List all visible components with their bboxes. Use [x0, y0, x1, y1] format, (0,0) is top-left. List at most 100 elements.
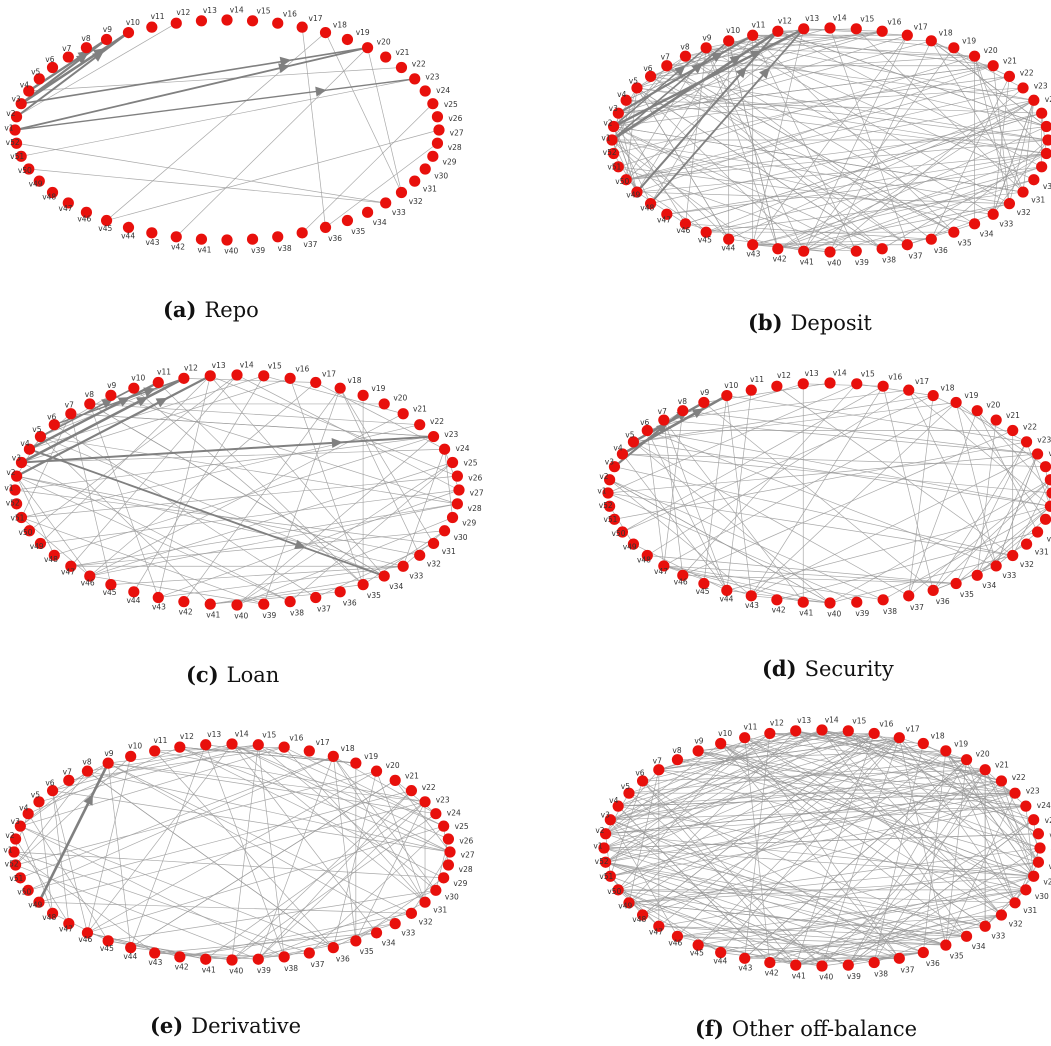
- edge: [821, 729, 1002, 916]
- node-v21: [380, 51, 392, 63]
- node-label-v38: v38: [874, 970, 888, 979]
- caption-b: (b) Deposit: [748, 310, 872, 335]
- node-v28: [1040, 147, 1051, 160]
- node-v18: [319, 26, 332, 39]
- node-label-v39: v39: [262, 611, 276, 620]
- node-label-v31: v31: [1031, 195, 1045, 204]
- edge: [705, 47, 994, 215]
- node-label-v11: v11: [157, 368, 171, 377]
- node-v5: [33, 73, 45, 85]
- node-label-v39: v39: [847, 972, 861, 981]
- node-v31: [1009, 897, 1021, 909]
- node-v28: [431, 137, 444, 149]
- node-label-v36: v36: [343, 599, 357, 608]
- node-label-v28: v28: [1049, 862, 1051, 871]
- edge: [16, 475, 91, 577]
- node-label-v35: v35: [950, 951, 964, 960]
- node-v52: [604, 500, 616, 512]
- edge-heavy: [37, 762, 110, 903]
- node-v9: [100, 33, 113, 46]
- node-label-v41: v41: [202, 965, 216, 974]
- edge: [605, 861, 967, 937]
- node-v32: [405, 907, 418, 919]
- node-v29: [438, 872, 450, 884]
- node-label-v3: v3: [601, 811, 610, 820]
- node-v46: [671, 930, 684, 942]
- node-v25: [438, 820, 450, 832]
- node-v48: [636, 909, 649, 921]
- node-v8: [81, 765, 94, 777]
- node-v24: [1028, 94, 1040, 106]
- node-v24: [1031, 448, 1044, 460]
- node-v16: [284, 372, 296, 384]
- edge: [642, 730, 849, 782]
- edge: [908, 389, 1051, 507]
- edge: [158, 489, 460, 598]
- node-v13: [200, 739, 212, 751]
- node-v40: [816, 960, 828, 972]
- node-v11: [745, 384, 757, 396]
- node-label-v32: v32: [1017, 208, 1031, 217]
- node-v17: [903, 384, 915, 396]
- edge: [89, 382, 316, 577]
- node-label-v52: v52: [6, 498, 20, 507]
- node-label-v19: v19: [356, 28, 370, 37]
- node-v39: [851, 596, 863, 608]
- node-v12: [764, 727, 776, 740]
- edge: [636, 87, 1049, 141]
- node-label-v43: v43: [746, 250, 760, 259]
- caption-a: (a) Repo: [163, 297, 259, 322]
- edge: [258, 744, 437, 891]
- node-label-v11: v11: [153, 736, 167, 745]
- node-v4: [23, 443, 36, 455]
- edge: [110, 395, 458, 505]
- edge: [332, 756, 357, 941]
- node-v49: [627, 538, 640, 550]
- edge: [605, 730, 849, 863]
- edge: [650, 55, 975, 77]
- node-v12: [174, 741, 186, 753]
- edge: [984, 769, 1039, 863]
- edge: [663, 419, 1038, 455]
- node-label-v26: v26: [459, 836, 473, 845]
- node-label-v1: v1: [593, 841, 602, 850]
- node-label-v44: v44: [123, 952, 137, 961]
- node-v48: [46, 907, 59, 919]
- node-label-v29: v29: [443, 158, 457, 167]
- node-label-v7: v7: [65, 401, 74, 410]
- node-v35: [350, 935, 362, 947]
- edge: [922, 750, 947, 953]
- node-label-v27: v27: [470, 489, 484, 498]
- node-v1: [606, 134, 618, 146]
- node-label-v16: v16: [879, 720, 893, 729]
- edge: [995, 453, 1038, 567]
- edge: [87, 756, 132, 933]
- node-v40: [824, 597, 836, 609]
- edge-arrowhead: [691, 62, 704, 74]
- node-label-v2: v2: [6, 468, 15, 477]
- node-v9: [692, 745, 704, 757]
- node-v20: [971, 405, 983, 417]
- node-label-v8: v8: [680, 42, 689, 51]
- node-label-v37: v37: [311, 960, 325, 969]
- edge: [626, 76, 1010, 181]
- edge: [607, 492, 1013, 556]
- edge: [107, 762, 396, 924]
- node-v31: [419, 896, 431, 908]
- edge: [289, 462, 453, 602]
- edge: [611, 28, 804, 141]
- node-v12: [772, 25, 784, 37]
- edge: [54, 424, 316, 598]
- edge: [628, 875, 1034, 904]
- node-label-v21: v21: [405, 771, 419, 780]
- edge: [236, 374, 460, 491]
- node-v16: [272, 17, 284, 29]
- edge: [677, 750, 946, 761]
- node-label-v16: v16: [888, 372, 902, 381]
- node-label-v17: v17: [316, 738, 330, 747]
- edge-arrowhead: [331, 437, 343, 448]
- node-label-v30: v30: [1043, 182, 1051, 191]
- node-v10: [721, 389, 733, 402]
